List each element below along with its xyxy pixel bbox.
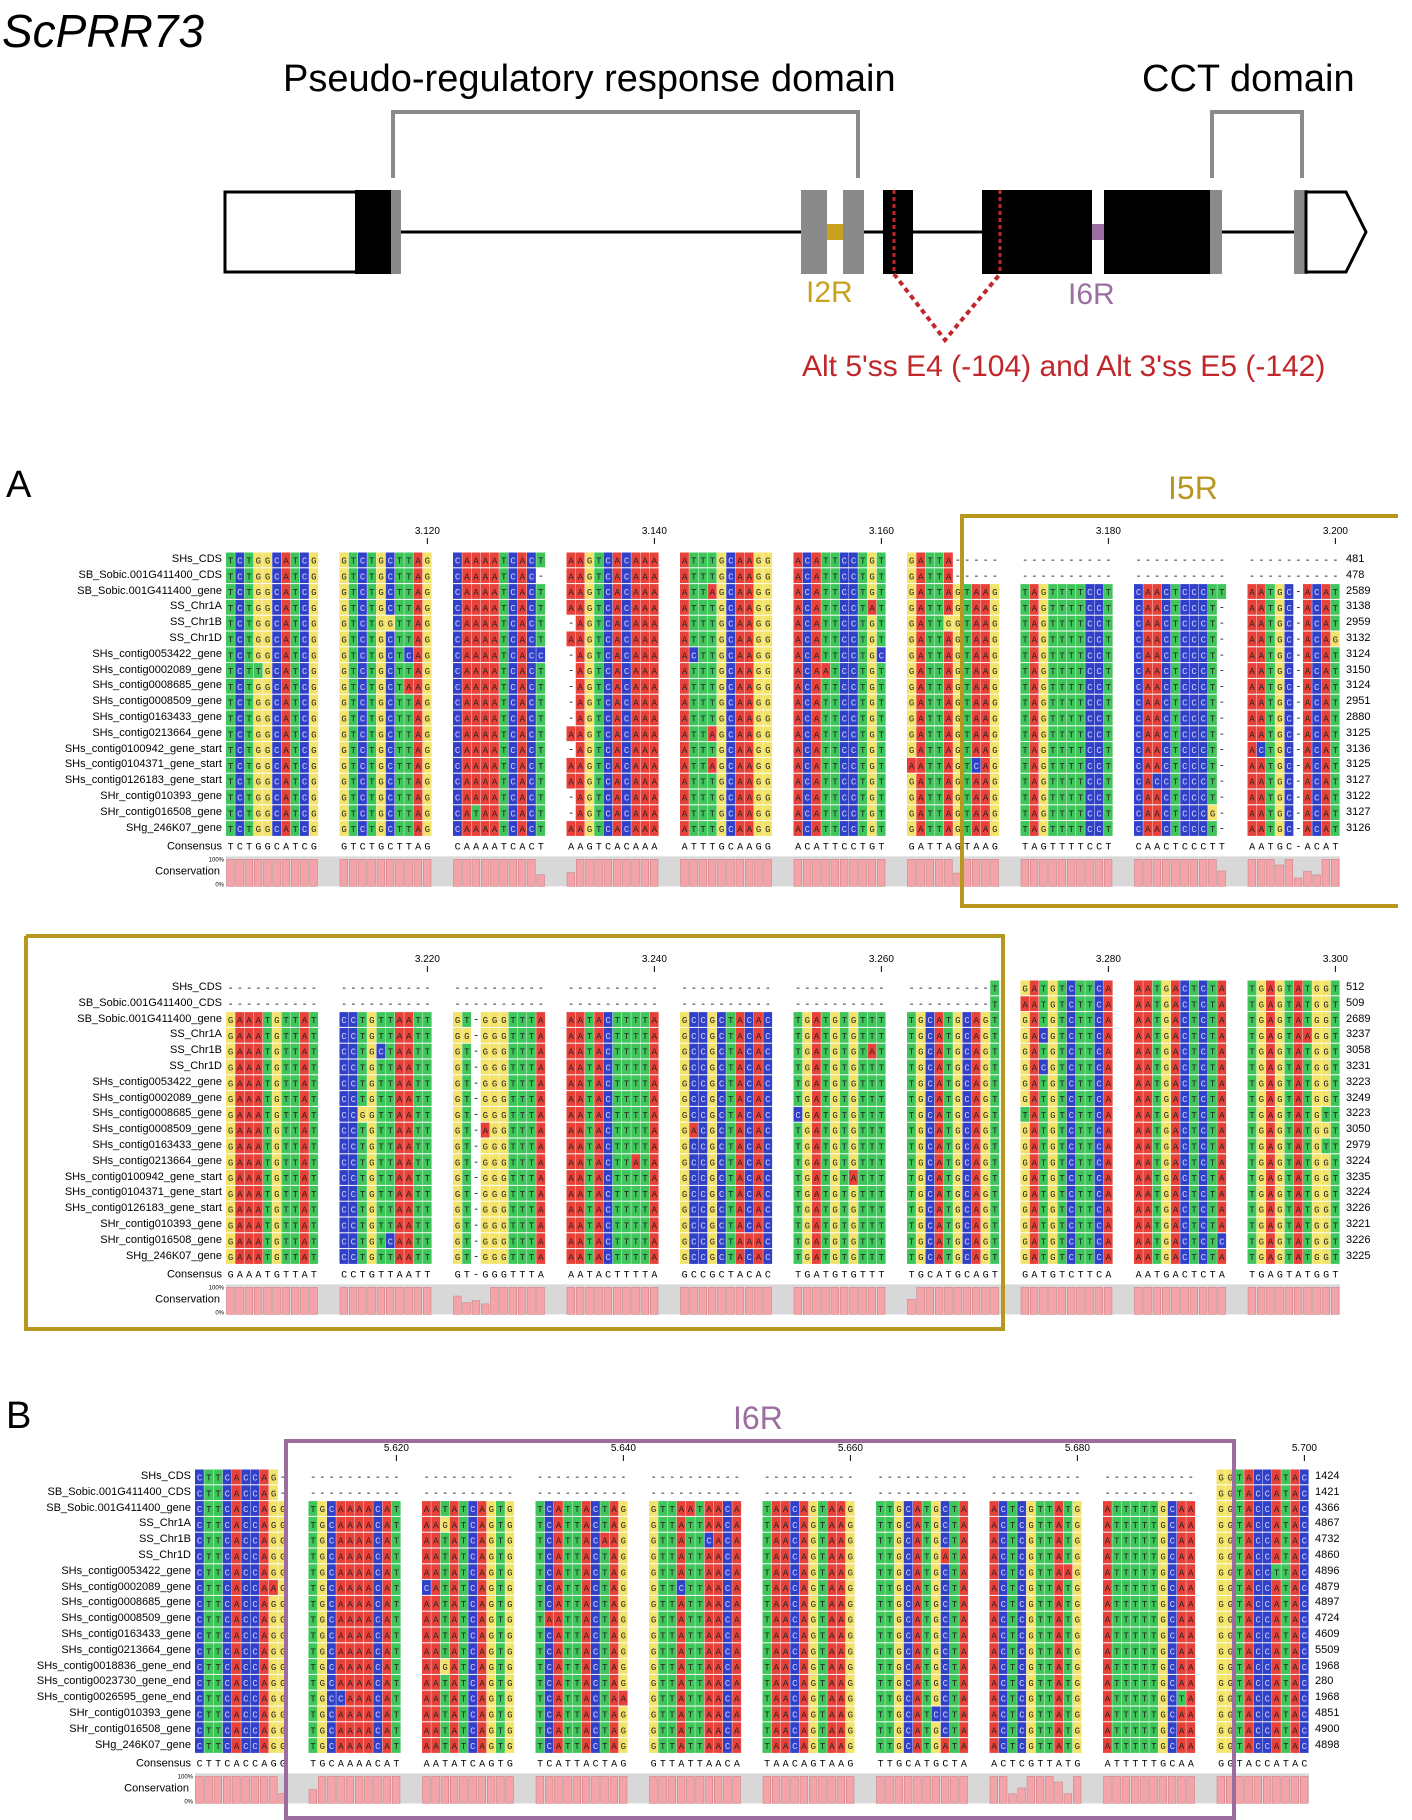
sequence-name: SHr_contig010393_gene xyxy=(0,789,222,805)
panel-a-region-label: I5R xyxy=(1168,470,1218,507)
ruler-tick-label: 3.120 xyxy=(415,526,440,537)
sequence-name: SHs_contig0100942_gene_start xyxy=(0,742,222,758)
sequence-name: SHs_contig0126183_gene_start xyxy=(0,773,222,789)
utr3-arrow xyxy=(1304,190,1368,274)
nucleotide-cell xyxy=(235,552,245,568)
alt-splice-connector xyxy=(892,272,1002,344)
exon2-b xyxy=(843,190,864,274)
sequence-name: SB_Sobic.001G411400_gene xyxy=(0,584,222,600)
nucleotide-cell xyxy=(226,552,235,568)
exon4-block xyxy=(883,190,913,274)
cct-domain-label: CCT domain xyxy=(1142,58,1355,101)
sequence-name: SB_Sobic.001G411400_CDS xyxy=(0,568,222,584)
sequence-name: SS_Chr1D xyxy=(0,631,222,647)
panel-a-letter: A xyxy=(6,464,31,507)
exon7-block xyxy=(1104,190,1212,274)
exon1-block xyxy=(355,190,391,274)
exon2-a xyxy=(801,190,827,274)
exon6-block xyxy=(1020,190,1092,274)
prr-domain-bracket xyxy=(391,110,860,178)
sequence-name: SHs_contig0213664_gene xyxy=(0,726,222,742)
sequence-name: SHs_contig0008509_gene xyxy=(0,694,222,710)
nucleotide-letter: T xyxy=(246,557,252,567)
i6r-label: I6R xyxy=(1068,278,1115,312)
alt-splice-label: Alt 5'ss E4 (-104) and Alt 3'ss E5 (-142… xyxy=(802,350,1325,384)
sequence-name: SHs_contig0104371_gene_start xyxy=(0,757,222,773)
sequence-name-column: SHs_CDS SB_Sobic.001G411400_CDS SB_Sobic.0… xyxy=(0,552,222,836)
nucleotide-cell xyxy=(244,552,254,568)
exon7-domain-part xyxy=(1210,190,1222,274)
utr5-box xyxy=(223,190,359,274)
cct-domain-bracket xyxy=(1210,110,1304,178)
gene-structure-diagram xyxy=(223,110,1368,344)
ruler-tick-label: 3.160 xyxy=(869,526,894,537)
ruler-tick-label: 3.140 xyxy=(642,526,667,537)
sequence-name: SHs_CDS xyxy=(0,552,222,568)
prr-domain-label: Pseudo-regulatory response domain xyxy=(283,58,896,101)
exon1-domain-part xyxy=(391,190,401,274)
i6r-segment xyxy=(1092,224,1104,240)
sequence-name: SHg_246K07_gene xyxy=(0,821,222,837)
sequence-name: SHr_contig016508_gene xyxy=(0,805,222,821)
i2r-segment xyxy=(827,224,843,240)
sequence-name: SHs_contig0002089_gene xyxy=(0,663,222,679)
sequence-name: SS_Chr1B xyxy=(0,615,222,631)
i2r-label: I2R xyxy=(806,276,853,310)
nucleotide-letter: C xyxy=(237,557,243,567)
figure-title: ScPRR73 xyxy=(2,4,204,58)
nucleotide-letter: T xyxy=(228,557,234,567)
sequence-name: SS_Chr1A xyxy=(0,599,222,615)
nucleotide-cell xyxy=(253,552,263,568)
sequence-name: SHs_contig0163433_gene xyxy=(0,710,222,726)
sequence-name: SHs_contig0053422_gene xyxy=(0,647,222,663)
sequence-name: SHs_contig0008685_gene xyxy=(0,678,222,694)
